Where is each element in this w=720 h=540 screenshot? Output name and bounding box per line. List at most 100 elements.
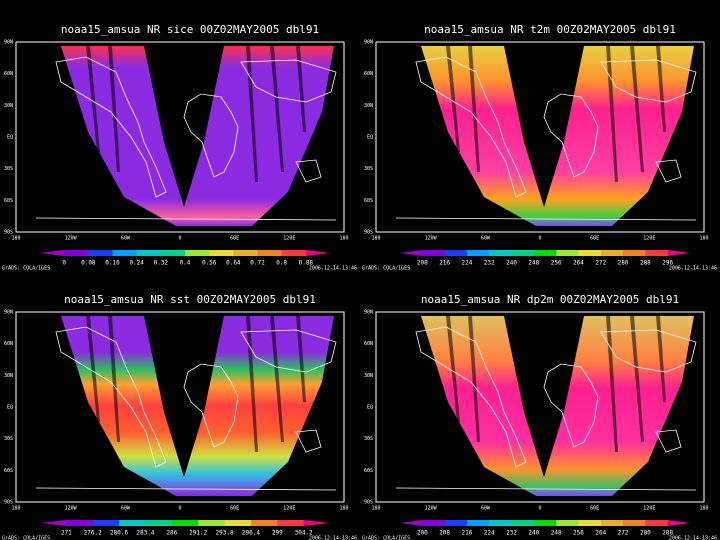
coastline: [395, 326, 697, 491]
footer-left: GrADS: COLA/IGES: [2, 536, 50, 540]
lon-label: 180: [699, 236, 708, 242]
colorbar-segment: [250, 520, 278, 526]
colorbar-segment: [136, 250, 162, 256]
lat-label: 30S: [364, 166, 373, 172]
colorbar-label: 240: [506, 260, 517, 267]
colorbar-label: 248: [528, 260, 539, 267]
colorbar-segment: [40, 250, 65, 256]
footer-right: 2006-12-14-13:46: [669, 266, 717, 272]
swath-gap: [446, 46, 460, 152]
colorbar-label: 0.72: [250, 260, 265, 267]
lat-label: 90N: [4, 310, 13, 316]
panel-title: noaa15_amsua NR t2m 00Z02MAY2005 dbl91: [424, 23, 676, 36]
colorbar-label: 232: [506, 530, 517, 537]
lat-label: 60N: [4, 341, 13, 347]
colorbar-segment: [209, 250, 234, 256]
swath-gap: [630, 316, 644, 442]
swath-gap: [270, 46, 284, 172]
colorbar-segment: [667, 250, 690, 256]
colorbar-label: 291.2: [189, 530, 207, 537]
map-frame: [15, 41, 345, 233]
lat-label: 90N: [364, 310, 373, 316]
lon-label: 120E: [283, 506, 295, 512]
lat-label: 90S: [4, 230, 13, 236]
colorbar-segment: [422, 520, 445, 526]
lon-label: 60E: [230, 236, 239, 242]
lon-label: 180: [371, 236, 380, 242]
colorbar-segment: [185, 250, 210, 256]
colorbar-segment: [233, 250, 258, 256]
colorbar-label: 280: [640, 530, 651, 537]
swath-gap: [606, 46, 618, 182]
colorbar-segment: [489, 250, 512, 256]
colorbar-segment: [489, 520, 512, 526]
lon-label: 180: [11, 506, 20, 512]
map-frame: [375, 311, 705, 503]
colorbar-segment: [578, 520, 602, 526]
colorbar-segment: [277, 520, 304, 526]
colorbar-label: 299: [272, 530, 283, 537]
colorbar-label: 283.4: [136, 530, 154, 537]
lat-label: 30S: [364, 436, 373, 442]
colorbar-label: 296: [662, 260, 673, 267]
colorbar-segment: [623, 250, 646, 256]
lon-label: 60E: [590, 506, 599, 512]
map-panel: noaa15_amsua NR sice 00Z02MAY2005 dbl91 9…: [2, 23, 357, 272]
colorbar-label: 0.88: [299, 260, 314, 267]
colorbar-segment: [145, 520, 173, 526]
colorbar-label: 216: [439, 260, 450, 267]
colorbar-segment: [511, 520, 535, 526]
colorbar-label: 232: [484, 260, 495, 267]
lon-label: 60W: [481, 236, 491, 242]
swath-gap: [296, 46, 306, 132]
swath-gap: [86, 316, 100, 422]
colorbar-segment: [466, 250, 490, 256]
colorbar-label: 288: [662, 530, 673, 537]
lon-label: 180: [11, 236, 20, 242]
map: [375, 311, 705, 503]
lat-label: 30S: [4, 166, 13, 172]
lon-label: 180: [699, 506, 708, 512]
lon-label: 180: [371, 506, 380, 512]
lon-label: 60W: [121, 506, 131, 512]
colorbar-segment: [533, 250, 557, 256]
lon-label: 180: [339, 506, 348, 512]
colorbar-segment: [667, 520, 690, 526]
satellite-swath: [421, 316, 694, 496]
footer-left: GrADS: COLA/IGES: [2, 266, 50, 272]
lon-label: 120W: [425, 236, 438, 242]
colorbar-label: 248: [551, 530, 562, 537]
swath-gap: [630, 46, 644, 172]
colorbar-segment: [88, 250, 113, 256]
colorbar-label: 0.8: [276, 260, 287, 267]
colorbar-label: 0.32: [154, 260, 169, 267]
footer-right: 2006-12-14-13:46: [309, 266, 357, 272]
lat-label: EQ: [7, 405, 13, 411]
satellite-swath: [421, 46, 694, 226]
lon-label: 120E: [283, 236, 295, 242]
colorbar-segment: [112, 250, 137, 256]
colorbar-segment: [257, 250, 282, 256]
colorbar-segment: [444, 250, 468, 256]
lon-label: 0: [178, 236, 181, 242]
colorbar-label: 264: [595, 530, 606, 537]
colorbar-segment: [600, 520, 624, 526]
colorbar-segment: [160, 250, 186, 256]
colorbar-segment: [92, 520, 120, 526]
footer-right: 2006-12-14-13:46: [669, 536, 717, 540]
lat-label: 90S: [364, 500, 373, 506]
swath-gap: [108, 46, 120, 172]
colorbar-segment: [645, 250, 668, 256]
map-frame: [15, 311, 345, 503]
colorbar-segment: [305, 250, 330, 256]
lon-label: 180: [339, 236, 348, 242]
lat-label: 60N: [364, 71, 373, 77]
swath-gap: [108, 316, 120, 442]
colorbar-segment: [444, 520, 468, 526]
colorbar-label: 216: [462, 530, 473, 537]
swath-gap: [468, 46, 480, 172]
swath-gap: [270, 316, 284, 442]
map-panel: noaa15_amsua NR t2m 00Z02MAY2005 dbl91 90…: [362, 23, 717, 272]
lon-label: 120W: [425, 506, 438, 512]
